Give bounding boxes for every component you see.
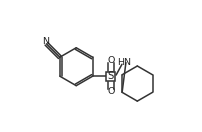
Text: S: S xyxy=(107,71,114,81)
FancyBboxPatch shape xyxy=(106,72,115,81)
Text: O: O xyxy=(107,87,114,96)
Text: N: N xyxy=(42,37,48,46)
Text: HN: HN xyxy=(117,58,130,67)
Text: O: O xyxy=(107,56,114,65)
